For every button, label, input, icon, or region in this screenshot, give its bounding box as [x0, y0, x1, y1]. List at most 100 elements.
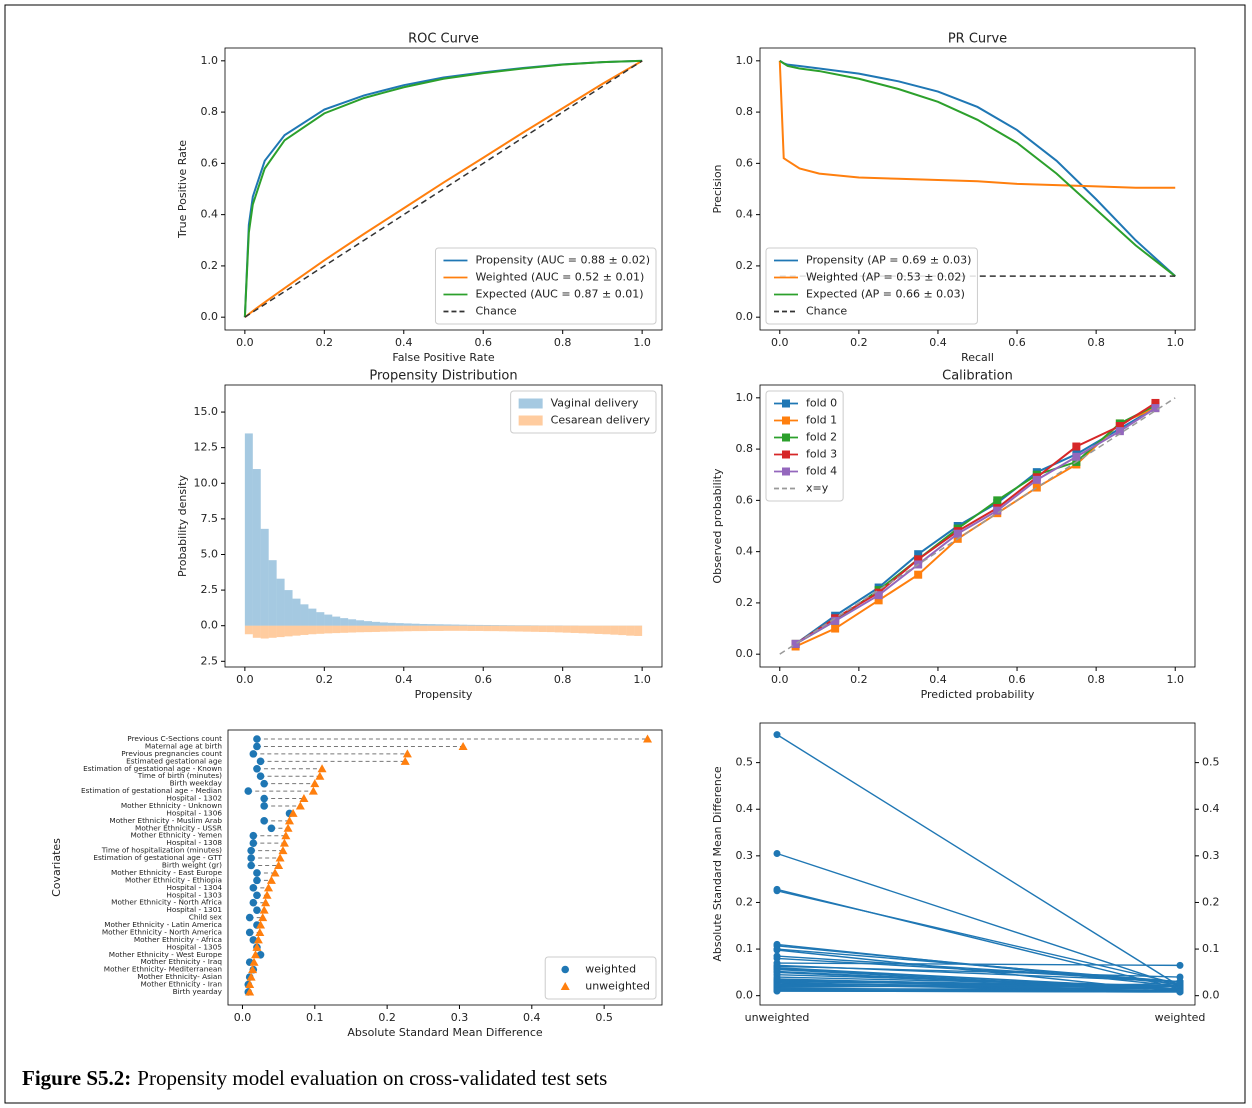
chart-title: Propensity Distribution	[369, 369, 517, 384]
marker	[275, 853, 285, 862]
bar	[308, 608, 317, 626]
bar	[292, 625, 301, 636]
y-tick-label: 0.8	[736, 105, 754, 118]
bar	[459, 624, 468, 626]
chart-title: Calibration	[942, 369, 1013, 384]
marker	[259, 905, 269, 914]
bar	[348, 619, 357, 626]
bar	[395, 623, 404, 626]
caption: Figure S5.2: Propensity model evaluation …	[22, 1066, 607, 1090]
marker	[266, 875, 276, 884]
marker	[874, 596, 883, 605]
marker	[308, 786, 318, 795]
marker	[1115, 422, 1124, 431]
marker	[270, 868, 280, 877]
legend-swatch	[518, 398, 543, 409]
y2-tick-label: 0.4	[1202, 802, 1220, 815]
marker	[260, 794, 268, 803]
x-axis-label: Recall	[961, 351, 994, 364]
figure-border	[4, 4, 1246, 1104]
marker	[791, 639, 800, 648]
marker	[914, 550, 923, 559]
x-tick-label: 0.4	[929, 673, 947, 686]
x-tick-label: 1.0	[1166, 336, 1184, 349]
category-label: Child sex	[189, 913, 223, 922]
x-tick-label: 0.8	[1087, 336, 1105, 349]
marker	[914, 555, 923, 564]
marker	[274, 861, 284, 869]
bar	[284, 590, 293, 626]
legend-label: fold 2	[806, 431, 837, 444]
bar	[443, 624, 452, 626]
legend-label: Weighted (AUC = 0.52 ± 0.01)	[475, 271, 644, 284]
bar	[530, 625, 539, 632]
x-tick-label: 0.4	[395, 336, 413, 349]
y-axis-label: Absolute Standard Mean Difference	[711, 766, 724, 962]
category-label: Previous C-Sections count	[127, 734, 222, 743]
y-axis-label: Covariates	[50, 838, 63, 897]
bar	[244, 625, 253, 635]
bar	[515, 625, 523, 632]
y-tick-label: 0.0	[201, 619, 219, 632]
category-label: Hospital - 1308	[166, 838, 222, 847]
bar	[403, 623, 412, 626]
category-label: Mother Ethnicity - Latin America	[104, 920, 222, 929]
bar	[499, 625, 508, 632]
bar	[252, 469, 261, 626]
legend-label: fold 1	[806, 414, 837, 427]
category-label: Mother Ethnicity- Mediterranean	[104, 965, 222, 974]
bar	[602, 625, 611, 635]
bar	[348, 625, 357, 633]
y-axis-label: Observed probability	[711, 468, 724, 584]
category-label: Estimated gestational age	[126, 756, 222, 765]
marker	[315, 771, 325, 780]
marker	[295, 801, 305, 810]
category-label: Hospital - 1303	[166, 890, 222, 899]
slope-line	[776, 852, 1181, 988]
legend-swatch	[518, 415, 543, 426]
bar	[491, 625, 500, 626]
x-axis-label: False Positive Rate	[392, 351, 494, 364]
marker	[279, 838, 289, 847]
marker	[283, 823, 293, 832]
y-tick-label: 0.5	[736, 756, 754, 769]
bar	[459, 625, 468, 631]
x-tick-label: 0.8	[554, 336, 572, 349]
series-line	[244, 60, 643, 318]
bar	[276, 625, 285, 638]
y-tick-label: 0.6	[736, 156, 754, 169]
marker	[246, 972, 256, 981]
slope-line	[776, 890, 1181, 985]
legend-label: Expected (AUC = 0.87 ± 0.01)	[475, 288, 643, 301]
marker	[248, 965, 258, 974]
bar	[324, 614, 333, 626]
legend-label: Weighted (AP = 0.53 ± 0.02)	[806, 271, 966, 284]
axes-frame	[227, 729, 663, 1006]
point	[773, 731, 781, 739]
point	[773, 987, 781, 995]
y-tick-label: 0.2	[736, 596, 754, 609]
bar	[475, 624, 484, 626]
slope-line	[776, 990, 1181, 993]
y-axis-label: Precision	[711, 164, 724, 213]
x-tick-label: 0.5	[595, 1011, 613, 1024]
bar	[379, 625, 388, 632]
x-tick-label: 0.6	[1008, 673, 1026, 686]
bar	[244, 433, 253, 626]
y-tick-label: 0.4	[736, 802, 754, 815]
series-line	[779, 59, 1176, 277]
bar	[371, 625, 380, 632]
x-tick-label: 0.4	[523, 1011, 541, 1024]
category-label: Previous pregnancies count	[121, 749, 222, 758]
legend-label: Chance	[475, 305, 516, 318]
marker	[317, 764, 327, 773]
y-tick-label: 0.0	[736, 989, 754, 1002]
marker	[458, 741, 468, 750]
marker	[255, 927, 265, 936]
marker	[831, 624, 840, 633]
category-label: Mother Ethnicity - Iraq	[140, 957, 222, 966]
y-tick-label: 0.0	[201, 310, 219, 323]
marker	[249, 750, 258, 758]
marker	[253, 906, 261, 914]
x-tick-label: unweighted	[745, 1011, 810, 1024]
